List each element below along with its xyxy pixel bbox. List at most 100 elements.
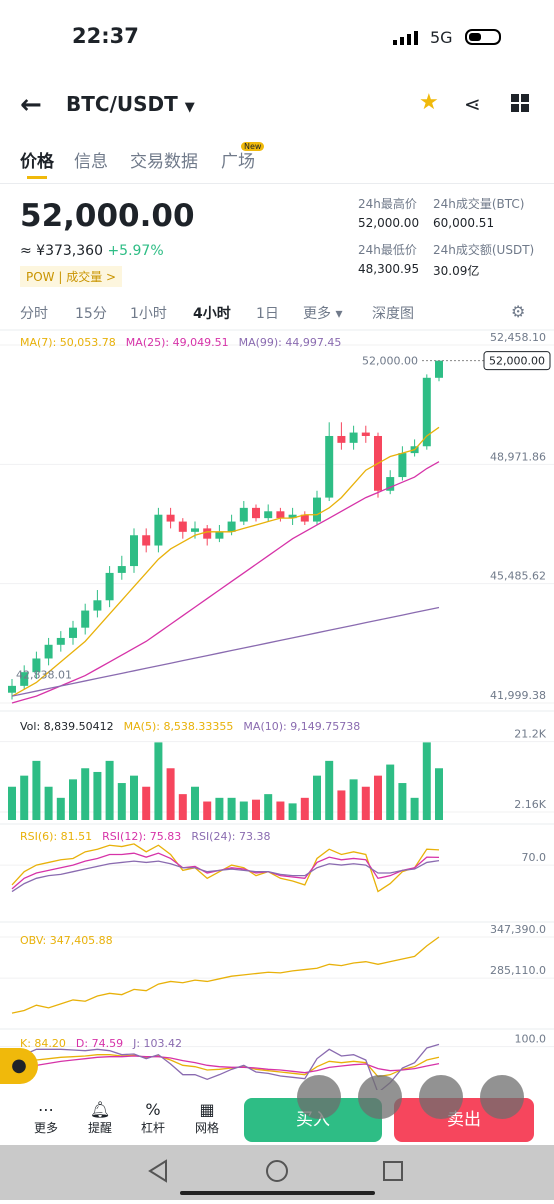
volume-bar [264,794,273,820]
candle-body [264,511,273,519]
candle-body [337,435,346,443]
candle-body [105,572,114,601]
volume-bar [44,786,53,820]
price-tag [483,351,551,371]
line [11,936,440,1014]
last-price: 52,000.00 [20,198,195,234]
tab[interactable]: 价格 [20,152,54,172]
volume-bar [398,783,407,820]
volume-bar [81,768,90,820]
candle-body [32,658,41,673]
price-tag-label: 52,000.00 [489,355,545,368]
volume-bar [8,786,16,820]
stat-label: 24h最低价 [358,243,417,257]
candle-body [191,528,199,532]
interval[interactable]: 更多 ▾ [303,306,343,322]
badge: New [241,142,265,151]
volume-bar [374,775,382,820]
y-tick-label: 2.16K [514,798,546,811]
interval[interactable]: 15分 [75,306,107,322]
tab[interactable]: 信息 [74,152,108,172]
tab-indicator [27,176,47,179]
interval[interactable]: 1日 [256,306,279,322]
tab[interactable]: 广场 [221,152,255,172]
volume-bar [20,775,29,820]
candle-body [288,514,297,519]
float-button[interactable] [358,1075,402,1119]
interval[interactable]: 1小时 [130,306,167,322]
y-tick-label: 52,458.10 [490,331,546,344]
volume-bar [56,797,65,820]
volume-bar [349,779,358,820]
y-tick-label: 100.0 [515,1033,547,1046]
volume-bar [410,797,419,820]
candle-body [69,627,77,638]
stat-label: 24h最高价 [358,197,417,211]
volume-bar [227,797,236,820]
favorite[interactable]: ★ [419,90,439,115]
volume-bar [154,742,163,820]
tool[interactable]: ⋯ 更多 [33,1100,58,1135]
share[interactable]: ⋖ [464,92,481,116]
interval[interactable]: 4小时 [193,306,231,322]
legend-label: RSI(6): 81.51 [20,830,92,843]
pair-title[interactable]: BTC/USDT ▼ [66,92,195,116]
line [11,1043,440,1094]
legend-label: OBV: 347,405.88 [20,934,113,947]
volume-bar [203,801,212,820]
volume-bar [361,786,370,820]
signal-icon [393,30,423,45]
candle-body [276,511,285,519]
tool[interactable]: % 杠杆 [140,1100,165,1135]
float-button[interactable] [297,1075,341,1119]
tool[interactable]: ▦ 网格 [194,1100,219,1135]
fab[interactable]: ● [0,1048,38,1084]
volume-bar [252,799,260,820]
volume-bar [422,742,431,820]
candle-body [93,600,102,611]
volume-bar [337,790,346,820]
layout-icon[interactable] [511,94,529,112]
interval[interactable]: 深度图 [372,306,414,322]
legend-label: Vol: 8,839.50412 [20,720,114,733]
signal [393,31,418,45]
stat-value: 52,000.00 [358,216,420,230]
volume-bar [69,779,77,820]
candle-body [300,514,309,522]
legend-label: MA(7): 50,053.78 [20,336,116,349]
volume-bar [276,801,285,820]
y-tick-label: 285,110.0 [490,964,546,977]
volume-bar [117,783,126,820]
tool-label: 更多 [33,1121,58,1135]
volume-bar [215,797,224,820]
interval[interactable]: 分时 [20,306,48,322]
float-button[interactable] [419,1075,463,1119]
candle-body [166,514,175,522]
volume-bar [288,803,297,820]
volume-bar [386,764,395,820]
volume-bar [300,797,309,820]
pow: POW [26,270,55,284]
candle-body [81,610,90,628]
tag[interactable]: POW | 成交量 > [20,266,123,287]
y-tick-label: 45,485.62 [490,570,546,583]
candle-body [398,453,407,478]
tool-label: 提醒 [87,1121,112,1135]
volume-bar [130,775,138,820]
sell-button[interactable]: 卖出 [394,1098,534,1142]
price-label: 52,000.00 [362,355,418,368]
stat-value: 48,300.95 [358,262,420,276]
tool[interactable]: 🔔︎ 提醒 [87,1100,112,1135]
settings[interactable]: ⚙ [511,302,526,321]
candle-body [44,644,53,659]
candle-body [252,507,260,519]
candle-body [422,377,431,447]
float-button[interactable] [480,1075,524,1119]
tab[interactable]: 交易数据 [130,152,198,172]
candle-body [325,435,334,498]
network: 5G [430,28,453,47]
candle-body [56,637,65,645]
back-button[interactable]: ← [20,90,42,120]
stat-label: 24h成交额(USDT) [433,243,535,257]
candle-body [20,672,29,686]
